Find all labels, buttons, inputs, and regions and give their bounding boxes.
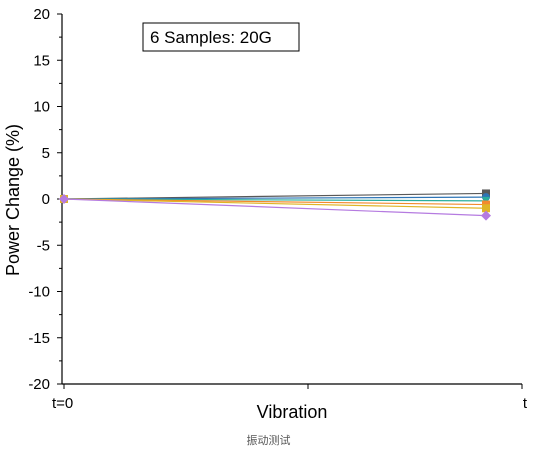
annotation-box: 6 Samples: 20G bbox=[142, 22, 300, 52]
series-line bbox=[63, 192, 487, 200]
y-tick-label: 20 bbox=[33, 6, 50, 23]
series-line bbox=[63, 198, 487, 209]
data-point bbox=[59, 194, 69, 204]
y-tick-label: -15 bbox=[28, 330, 50, 347]
y-axis-title: Power Change (%) bbox=[3, 124, 23, 276]
y-tick-label: -10 bbox=[28, 284, 50, 301]
y-tick-label: 10 bbox=[33, 99, 50, 116]
x-tick-label: t bbox=[523, 395, 528, 412]
y-ticks: 20 15 10 5 0 -5 -10 -15 -20t=0 t bbox=[28, 6, 528, 412]
annotation-frame bbox=[142, 22, 300, 52]
series-group bbox=[59, 189, 491, 221]
y-tick-label: 5 bbox=[42, 145, 50, 162]
y-tick-label: 0 bbox=[42, 191, 50, 208]
y-tick-label: 15 bbox=[33, 52, 50, 69]
series-line bbox=[63, 198, 487, 202]
series-line bbox=[63, 198, 487, 206]
annotation-text: 6 Samples: 20G bbox=[150, 28, 272, 47]
series-line bbox=[63, 198, 487, 217]
series-6 bbox=[59, 194, 491, 221]
data-point bbox=[482, 204, 490, 213]
x-axis-title: Vibration bbox=[257, 402, 328, 422]
series-line bbox=[63, 196, 487, 200]
figure-caption: 振动测试 bbox=[246, 434, 291, 447]
x-tick-label: t=0 bbox=[52, 395, 73, 412]
y-tick-label: -20 bbox=[28, 376, 50, 393]
y-tick-label: -5 bbox=[37, 237, 50, 254]
data-point bbox=[481, 210, 491, 221]
